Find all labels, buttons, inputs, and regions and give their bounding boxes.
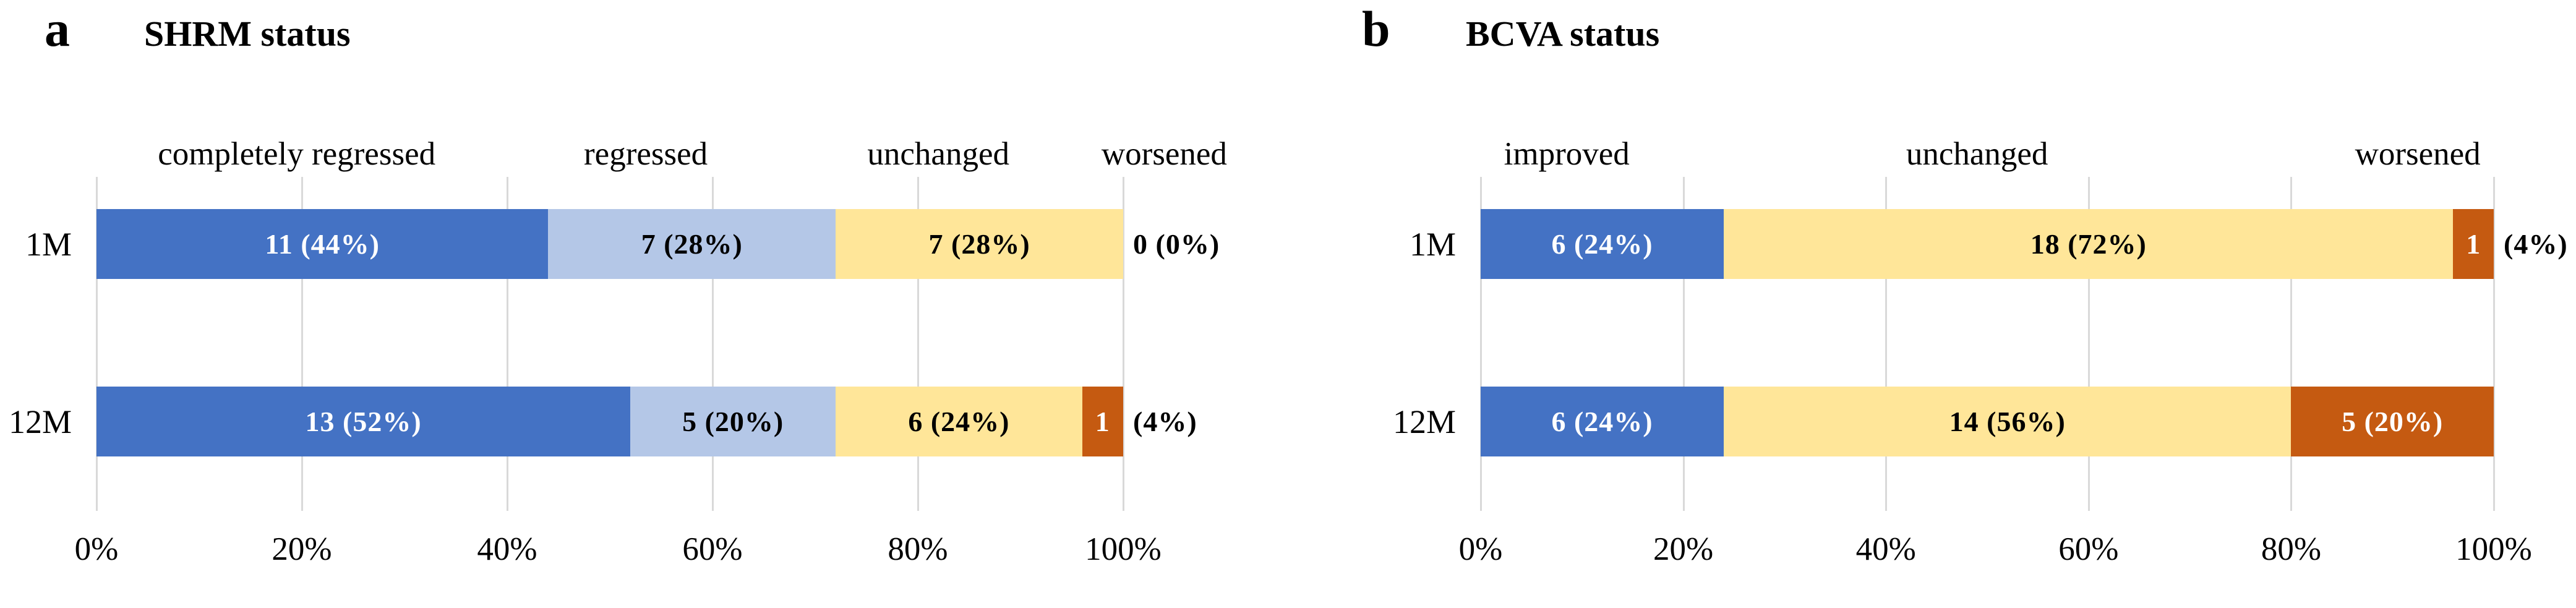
segment-value-label: 11 (44%) <box>265 228 380 260</box>
gridline-60% <box>2087 177 2090 511</box>
gridline-0% <box>96 177 98 511</box>
bar-segment-unchanged: 18 (72%) <box>1724 209 2454 279</box>
gridline-40% <box>507 177 508 511</box>
x-axis-tick-label: 0% <box>74 531 119 567</box>
bar-segment-worsened: 5 (20%) <box>2291 387 2494 456</box>
x-axis-tick-label: 20% <box>272 531 332 567</box>
outside-value-label: (4%) <box>1133 406 1197 437</box>
panel-title-shrm: SHRM status <box>144 14 351 54</box>
segment-value-label: 7 (28%) <box>928 228 1030 260</box>
segment-value-label: 13 (52%) <box>305 406 422 437</box>
segment-value-label: 5 (20%) <box>2342 406 2444 437</box>
segment-value-label: 18 (72%) <box>2030 228 2147 260</box>
gridline-60% <box>712 177 714 511</box>
segment-value-label: 14 (56%) <box>1949 406 2066 437</box>
segment-value-label: 1 <box>2466 228 2481 260</box>
category-label-unchanged: unchanged <box>1906 136 2048 172</box>
row-label-1m: 1M <box>25 225 72 263</box>
gridline-80% <box>2290 177 2293 511</box>
segment-value-label: 5 (20%) <box>682 406 784 437</box>
category-label-unchanged: unchanged <box>867 136 1009 172</box>
x-axis-tick-label: 80% <box>2261 531 2321 567</box>
plot-area-bcva: 0% 20% 40% 60% 80% 100% improved unchanged worse… <box>1393 0 2567 608</box>
bar-segment-regressed: 7 (28%) <box>548 209 836 279</box>
segment-value-label: 6 (24%) <box>1551 406 1653 437</box>
segment-value-label: 7 (28%) <box>641 228 743 260</box>
x-axis-tick-label: 40% <box>1855 531 1916 567</box>
bar-segment-unchanged: 14 (56%) <box>1724 387 2291 456</box>
x-axis-tick-label: 20% <box>1653 531 1714 567</box>
row-label-1m: 1M <box>1409 225 1456 263</box>
category-label-completely-regressed: completely regressed <box>158 136 436 172</box>
outside-value-label: 0 (0%) <box>1133 228 1220 260</box>
bar-segment-unchanged: 6 (24%) <box>836 387 1082 456</box>
bar-segment-regressed: 5 (20%) <box>630 387 836 456</box>
panel-shrm-status: a SHRM status 0% 20% 40% 60% 80% 100% complete… <box>9 0 1227 608</box>
gridline-80% <box>917 177 919 511</box>
x-axis-tick-label: 100% <box>1085 531 1162 567</box>
bar-row-1m: 1M 6 (24%) 18 (72%) 1 (4%) <box>1410 209 2567 279</box>
segment-value-label: 6 (24%) <box>1551 228 1653 260</box>
x-axis-tick-label: 40% <box>477 531 537 567</box>
row-label-12m: 12M <box>8 403 72 440</box>
category-label-worsened: worsened <box>2355 136 2481 172</box>
bar-row-12m: 12M 6 (24%) 14 (56%) 5 (20%) <box>1393 387 2494 456</box>
x-axis-tick-label: 0% <box>1458 531 1503 567</box>
segment-value-label: 1 <box>1095 406 1110 437</box>
segment-value-label: 6 (24%) <box>908 406 1010 437</box>
bar-segment-unchanged: 7 (28%) <box>836 209 1123 279</box>
panel-letter-a: a <box>45 1 70 57</box>
bar-segment-improved: 6 (24%) <box>1481 209 1724 279</box>
bar-segment-completely-regressed: 11 (44%) <box>96 209 549 279</box>
category-label-improved: improved <box>1504 136 1630 172</box>
gridline-100% <box>2493 177 2495 511</box>
bar-segment-worsened: 1 <box>2453 209 2494 279</box>
bar-segment-completely-regressed: 13 (52%) <box>96 387 631 456</box>
outside-value-label: (4%) <box>2504 228 2568 260</box>
x-axis-tick-label: 80% <box>888 531 948 567</box>
gridline-100% <box>1123 177 1124 511</box>
row-label-12m: 12M <box>1392 403 1456 440</box>
x-axis-tick-label: 60% <box>682 531 743 567</box>
panel-title-bcva: BCVA status <box>1466 14 1660 54</box>
panel-bcva-status: b BCVA status 0% 20% 40% 60% 80% 100% improved… <box>1299 0 2576 608</box>
bar-segment-worsened: 1 <box>1082 387 1123 456</box>
x-axis-tick-label: 100% <box>2455 531 2532 567</box>
bar-segment-improved: 6 (24%) <box>1481 387 1724 456</box>
gridline-0% <box>1480 177 1482 511</box>
bar-row-1m: 1M 11 (44%) 7 (28%) 7 (28%) 0 (0%) <box>25 209 1219 279</box>
plot-area-shrm: 0% 20% 40% 60% 80% 100% completely regressed re… <box>9 0 1227 608</box>
bar-row-12m: 12M 13 (52%) 5 (20%) 6 (24%) 1 (4%) <box>9 387 1197 456</box>
category-label-regressed: regressed <box>584 136 708 172</box>
x-axis-tick-label: 60% <box>2058 531 2119 567</box>
gridline-40% <box>1885 177 1888 511</box>
category-label-worsened: worsened <box>1101 136 1227 172</box>
gridline-20% <box>301 177 303 511</box>
panel-letter-b: b <box>1362 1 1390 57</box>
gridline-20% <box>1682 177 1685 511</box>
